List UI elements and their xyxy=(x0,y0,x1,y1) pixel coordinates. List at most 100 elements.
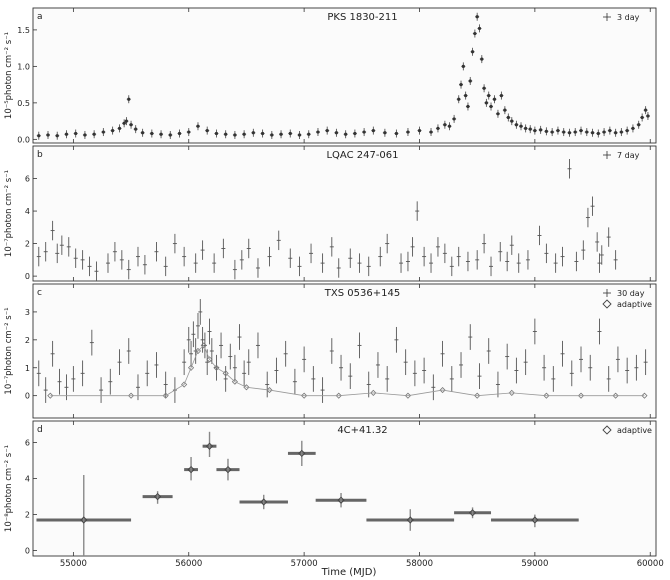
data-point xyxy=(579,128,583,133)
data-point xyxy=(475,15,479,19)
data-point xyxy=(370,389,377,396)
data-point xyxy=(129,123,133,127)
data-point xyxy=(301,392,308,399)
x-tick-label: 57000 xyxy=(291,559,318,569)
panel-frame xyxy=(32,420,657,557)
legend-marker xyxy=(602,425,612,435)
data-point xyxy=(214,131,219,136)
data-point xyxy=(496,112,500,116)
data-point xyxy=(159,132,163,136)
data-point xyxy=(200,342,207,349)
data-point xyxy=(631,126,635,131)
data-point xyxy=(404,392,412,399)
data-point xyxy=(122,121,126,125)
data-point xyxy=(608,128,612,133)
y-axis-label: 10⁻⁷photon cm⁻² s⁻¹ xyxy=(4,307,14,394)
data-point xyxy=(644,108,648,112)
legend-marker xyxy=(602,299,612,309)
data-point xyxy=(461,64,465,68)
data-point xyxy=(406,130,410,134)
data-point xyxy=(577,392,585,399)
data-point xyxy=(457,97,461,101)
x-tick-label: 60000 xyxy=(637,559,664,569)
data-point xyxy=(224,465,232,474)
panel-title: 4C+41.32 xyxy=(337,425,387,436)
data-point xyxy=(80,516,88,524)
data-point xyxy=(124,119,129,123)
data-point xyxy=(543,392,550,399)
data-point xyxy=(477,26,482,31)
data-point xyxy=(181,381,188,388)
data-point xyxy=(46,133,50,137)
data-point xyxy=(224,132,228,136)
data-point xyxy=(297,133,302,137)
data-point xyxy=(550,130,554,134)
panel-b: 0 2 4 6 10⁻⁷photon cm⁻² s⁻¹ b LQAC 247-061 7 da… xyxy=(4,145,657,282)
data-point xyxy=(489,104,493,109)
legend-label: adaptive xyxy=(617,300,652,309)
y-tick-label: 4 xyxy=(25,207,30,216)
data-point xyxy=(37,134,41,138)
data-point xyxy=(187,364,195,371)
data-point xyxy=(194,347,202,355)
data-point xyxy=(231,378,238,385)
y-tick-label: 2 xyxy=(25,511,30,520)
data-point xyxy=(205,442,214,450)
data-point xyxy=(260,498,268,506)
x-tick-label: 59000 xyxy=(521,559,548,569)
y-axis-label: 10⁻⁸photon cm⁻² s⁻¹ xyxy=(4,445,14,532)
data-point xyxy=(429,130,433,134)
data-point xyxy=(484,101,489,105)
data-point xyxy=(470,50,475,54)
y-tick-label: 6 xyxy=(25,439,30,448)
data-point xyxy=(533,128,537,133)
data-point xyxy=(47,392,54,399)
data-point xyxy=(443,123,447,127)
data-point xyxy=(187,465,195,474)
data-point xyxy=(556,128,560,133)
data-point xyxy=(468,509,477,517)
data-point xyxy=(298,449,306,458)
data-point xyxy=(619,130,623,134)
series-line xyxy=(50,344,645,397)
data-point xyxy=(187,130,191,134)
data-point xyxy=(127,97,131,101)
data-point xyxy=(101,130,105,134)
data-point xyxy=(196,124,200,128)
data-point xyxy=(153,492,162,501)
data-point xyxy=(447,124,452,128)
y-tick-label: 6 xyxy=(25,175,30,184)
data-point xyxy=(452,117,456,121)
data-point xyxy=(466,104,470,109)
panel-frame xyxy=(32,145,657,282)
data-point xyxy=(371,128,375,133)
panel-d: 55000 56000 57000 58000 59000 60000 0 2 4 6 10⁻⁸ph… xyxy=(4,420,664,569)
data-point xyxy=(394,131,399,136)
legend-label: 7 day xyxy=(617,151,640,160)
data-point xyxy=(266,387,273,394)
data-point xyxy=(92,132,96,136)
data-point xyxy=(602,130,606,134)
data-point xyxy=(506,115,510,120)
data-point xyxy=(482,86,486,90)
data-point xyxy=(288,131,292,136)
data-point xyxy=(353,131,357,136)
data-point xyxy=(260,131,265,136)
data-point xyxy=(55,134,59,138)
data-point xyxy=(544,129,548,133)
y-tick-label: 3 xyxy=(25,308,30,317)
panel-c: 0 1 2 3 10⁻⁷photon cm⁻² s⁻¹ c TXS 0536+145 30 d… xyxy=(4,283,657,419)
x-tick-label: 55000 xyxy=(60,559,87,569)
data-point xyxy=(206,356,213,363)
data-point xyxy=(406,516,414,524)
data-point xyxy=(474,392,481,399)
data-point xyxy=(641,392,648,399)
data-point xyxy=(614,131,618,135)
y-axis-label: 10⁻⁷photon cm⁻² s⁻¹ xyxy=(4,170,14,257)
data-point xyxy=(141,131,145,135)
data-point xyxy=(83,133,87,137)
data-point xyxy=(436,126,440,131)
panel-letter: b xyxy=(37,150,43,160)
data-point xyxy=(612,392,619,399)
y-tick-label: 0 xyxy=(25,272,30,281)
